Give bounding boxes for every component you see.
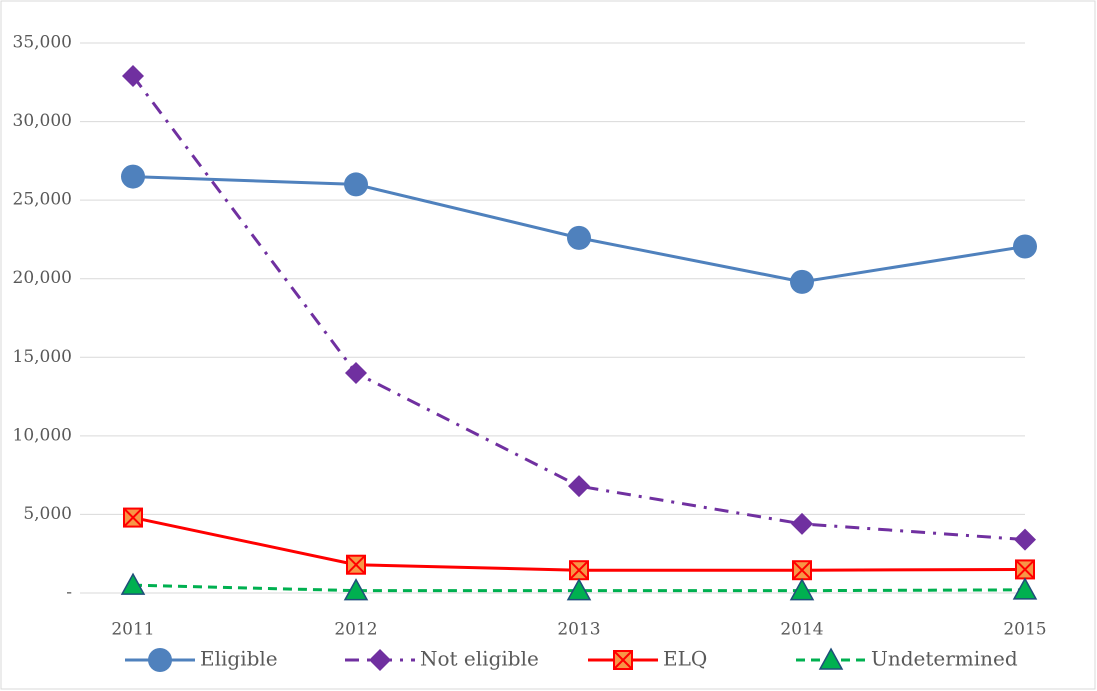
legend-marker xyxy=(369,649,391,671)
marker-cross xyxy=(346,555,366,575)
legend-label: Eligible xyxy=(200,647,278,671)
y-tick-label: 5,000 xyxy=(23,504,72,524)
legend-label: ELQ xyxy=(663,647,707,671)
marker-cross xyxy=(792,560,812,580)
marker xyxy=(344,172,368,197)
marker xyxy=(1013,234,1037,259)
x-tick-label: 2012 xyxy=(334,620,377,640)
marker xyxy=(121,164,145,189)
marker xyxy=(1014,528,1036,551)
marker xyxy=(345,362,367,384)
marker xyxy=(792,560,812,581)
legend-marker xyxy=(613,650,633,670)
marker xyxy=(120,572,146,595)
marker xyxy=(1015,559,1035,580)
y-tick-label: 30,000 xyxy=(13,111,72,131)
series-line xyxy=(132,583,1026,593)
marker-cross xyxy=(613,650,633,670)
marker-cross xyxy=(1015,559,1035,580)
marker xyxy=(566,578,592,601)
marker-cross xyxy=(569,560,589,580)
marker xyxy=(791,512,813,535)
x-tick-label: 2015 xyxy=(1003,620,1046,640)
marker xyxy=(790,269,814,294)
legend-label: Undetermined xyxy=(871,647,1018,671)
marker xyxy=(1012,577,1038,600)
y-tick-label: 25,000 xyxy=(13,190,72,210)
marker xyxy=(569,560,589,581)
x-tick-label: 2011 xyxy=(111,620,154,640)
marker xyxy=(343,578,369,601)
marker xyxy=(789,578,815,601)
y-tick-label: 20,000 xyxy=(13,268,72,288)
y-tick-label: 10,000 xyxy=(13,425,72,445)
y-tick-label: 35,000 xyxy=(13,33,72,53)
y-tick-label: 15,000 xyxy=(13,347,72,367)
y-tick-label: - xyxy=(66,583,72,603)
marker xyxy=(123,507,143,528)
legend-label: Not eligible xyxy=(420,647,539,671)
marker xyxy=(567,225,591,250)
x-tick-label: 2013 xyxy=(557,620,600,640)
legend-marker xyxy=(818,647,844,670)
legend-marker xyxy=(148,648,172,672)
legend: Eligible Not eligible ELQ Undetermined xyxy=(125,647,1018,672)
marker xyxy=(568,475,590,498)
marker xyxy=(346,554,366,575)
marker xyxy=(122,65,144,87)
x-tick-label: 2014 xyxy=(780,620,823,640)
marker-cross xyxy=(123,507,143,528)
